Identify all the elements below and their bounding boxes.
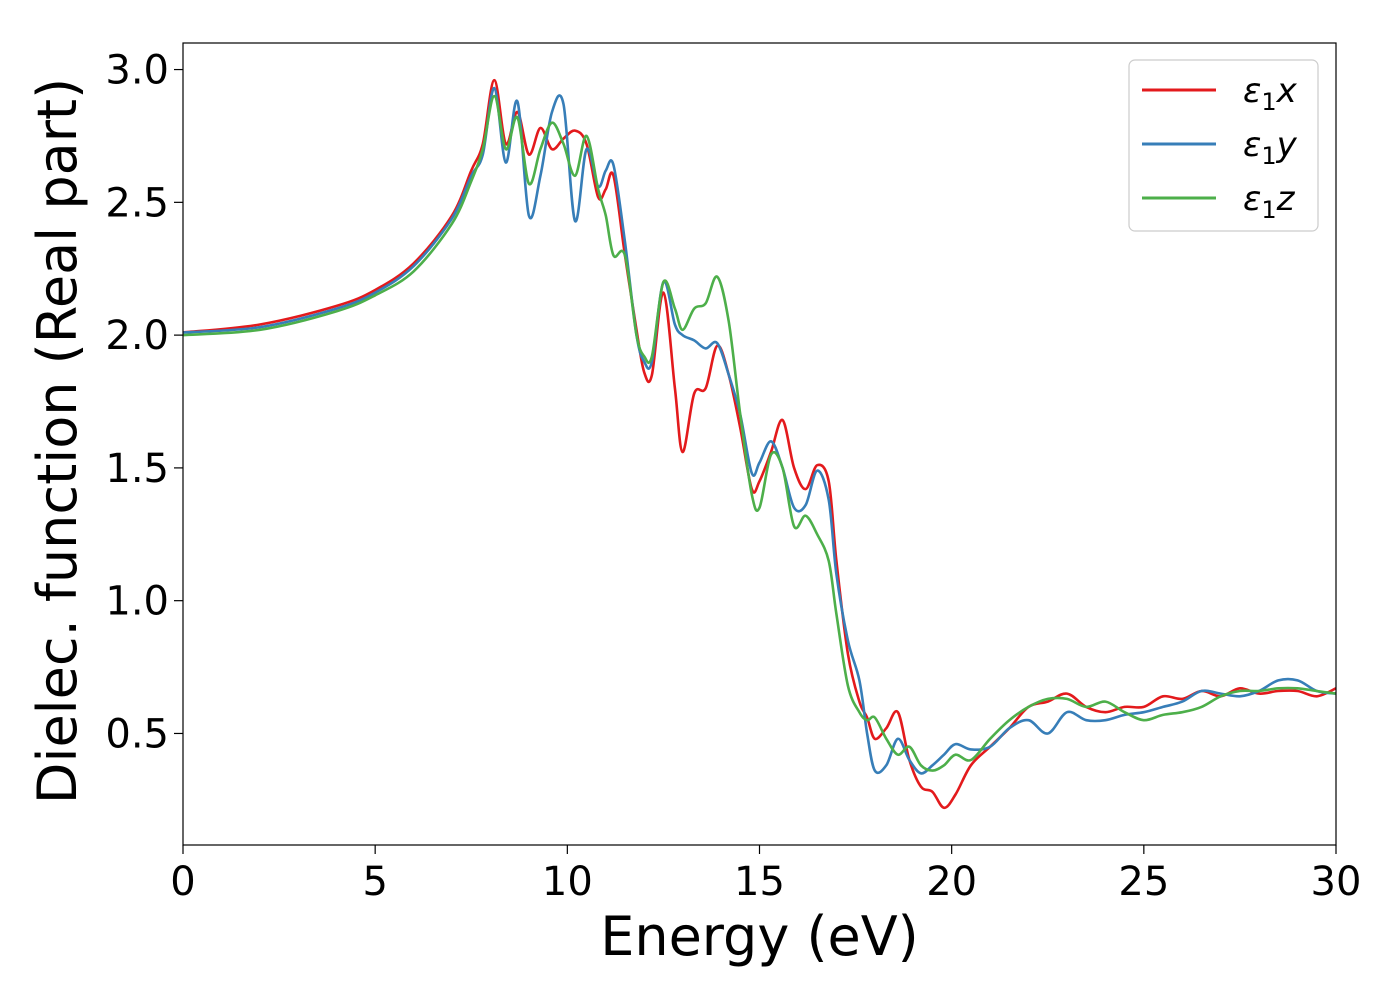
series-line-z <box>182 94 1337 772</box>
y-tick-label: 3.0 <box>105 48 169 94</box>
series-lines <box>182 78 1337 810</box>
legend-box <box>1128 59 1319 232</box>
legend-label-z: ε1z <box>1243 179 1296 224</box>
x-tick-label: 30 <box>1311 859 1362 905</box>
y-tick-label: 1.5 <box>105 446 169 492</box>
legend: ε1x ε1y ε1z <box>1128 59 1319 232</box>
x-tick-label: 15 <box>734 859 785 905</box>
series-line-x <box>182 78 1337 810</box>
series-line-y <box>182 86 1337 775</box>
y-tick-label: 0.5 <box>105 711 169 757</box>
plot-area-frame <box>182 42 1337 846</box>
y-tick-label: 2.0 <box>105 313 169 359</box>
legend-label-y: ε1y <box>1243 125 1298 170</box>
x-tick-label: 0 <box>170 859 195 905</box>
legend-label-x: ε1x <box>1243 71 1298 116</box>
x-axis-title: Energy (eV) <box>600 905 919 968</box>
y-tick-label: 1.0 <box>105 579 169 625</box>
x-tick-label: 25 <box>1118 859 1169 905</box>
x-tick-label: 5 <box>362 859 387 905</box>
x-tick-label: 20 <box>926 859 977 905</box>
y-tick-label: 2.5 <box>105 180 169 226</box>
y-axis-title: Dielec. function (Real part) <box>26 78 89 804</box>
axis-ticks: 0 5 10 15 20 25 30 0.5 1.0 1.5 2.0 2.5 3.0 <box>105 48 1361 905</box>
x-tick-label: 10 <box>542 859 593 905</box>
